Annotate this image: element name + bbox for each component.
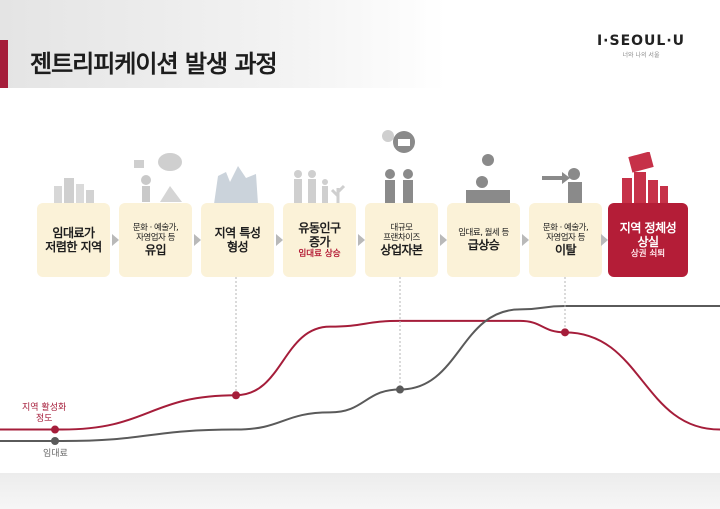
departure-icon	[542, 168, 582, 206]
stage-sublabel: 대규모	[390, 222, 413, 233]
investors-icon	[382, 130, 415, 206]
rent-curve-label: 임대료	[43, 449, 68, 459]
crowd-icon	[294, 170, 346, 206]
footer-band	[0, 473, 720, 509]
activation-marker	[232, 391, 240, 400]
stage-sublabel: 프랜차이즈	[383, 232, 420, 243]
stage-label: 지역 정체성	[619, 220, 677, 235]
stage-label: 유입	[144, 242, 167, 257]
buildings-icon	[54, 178, 94, 206]
rent-curve	[0, 304, 720, 442]
stage-note: 상권 쇠퇴	[630, 249, 666, 260]
flow-arrow	[601, 234, 608, 246]
stage-identity-loss: 지역 정체성 상실 상권 쇠퇴	[608, 203, 688, 277]
flow-arrow	[276, 234, 283, 246]
activation-start-marker	[51, 425, 59, 434]
stage-note: 임대료 상승	[298, 249, 341, 260]
activation-label-line: 정도	[35, 413, 53, 424]
activation-label-line: 지역 활성화	[22, 403, 67, 413]
header-band	[0, 0, 720, 88]
stage-sublabel: 문화 · 예술가,	[132, 222, 179, 233]
activation-curve-label: 지역 활성화 정도	[22, 403, 66, 425]
flow-arrow	[358, 234, 365, 246]
stage-low-rent-area: 임대료가 저렴한 지역	[37, 203, 110, 277]
seoul-logo: I·SEOUL·U 너와 나의 서울	[595, 33, 687, 59]
stage-label: 이탈	[554, 242, 577, 257]
stage-label: 상실	[637, 234, 659, 249]
stage-label: 유동인구	[298, 220, 341, 235]
header-accent-bar	[0, 40, 8, 88]
stage-artist-influx: 문화 · 예술가, 자영업자 등 유입	[119, 203, 192, 277]
stage-label: 임대료가	[52, 225, 95, 240]
stage-label: 증가	[308, 234, 331, 249]
artist-icon	[134, 153, 182, 202]
stage-label: 저렴한 지역	[45, 240, 102, 254]
flow-arrow	[112, 234, 119, 246]
flow-arrow	[194, 234, 201, 246]
stage-local-identity: 지역 특성 형성	[201, 203, 274, 277]
stage-commercial-capital: 대규모 프랜차이즈 상업자본	[365, 203, 438, 277]
page-title: 젠트리피케이션 발생 과정	[30, 50, 278, 78]
stage-sublabel: 자영업자 등	[546, 232, 585, 243]
collapse-icon	[622, 152, 668, 206]
rent-marker	[396, 385, 404, 394]
stage-sublabel: 문화 · 예술가,	[542, 222, 589, 233]
city-map-icon	[214, 166, 258, 204]
activation-curve	[0, 319, 720, 431]
flow-arrow	[440, 234, 447, 246]
stage-label: 형성	[226, 240, 249, 254]
stage-label: 지역 특성	[214, 225, 261, 240]
desk-worker-icon	[466, 154, 510, 204]
stage-rent-surge: 임대료, 월세 등 급상승	[447, 203, 520, 277]
stage-sublabel: 임대료, 월세 등	[458, 227, 509, 238]
logo-subtext: 너와 나의 서울	[622, 52, 660, 59]
stage-artist-exodus: 문화 · 예술가, 자영업자 등 이탈	[529, 203, 602, 277]
stage-label: 상업자본	[380, 242, 423, 257]
stage-sublabel: 자영업자 등	[136, 232, 175, 243]
stage-foot-traffic: 유동인구 증가 임대료 상승	[283, 203, 356, 277]
rent-start-marker	[51, 437, 59, 445]
activation-decline-marker	[561, 328, 569, 337]
logo-text: I·SEOUL·U	[596, 33, 686, 49]
flow-arrow	[522, 234, 529, 246]
stage-label: 급상승	[467, 237, 500, 252]
